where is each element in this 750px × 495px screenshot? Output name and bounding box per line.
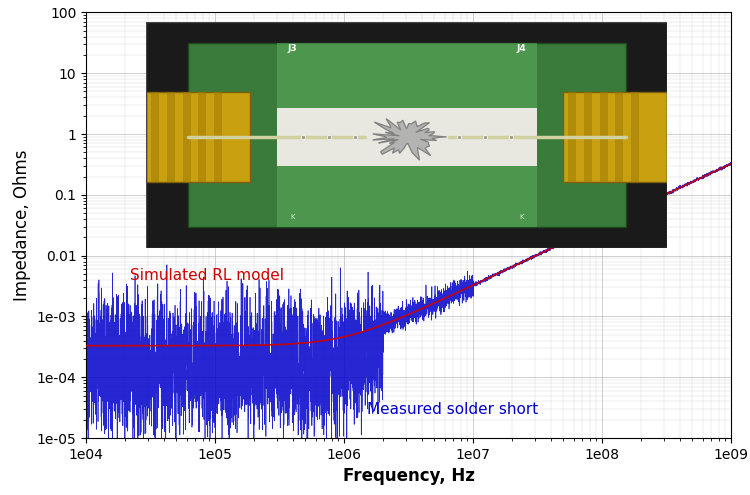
Bar bbox=[277, 108, 537, 166]
Bar bbox=[146, 92, 250, 182]
Text: J4: J4 bbox=[517, 44, 526, 53]
Text: J3: J3 bbox=[287, 44, 297, 53]
Bar bbox=[214, 92, 222, 182]
Bar bbox=[563, 92, 668, 182]
Bar bbox=[152, 92, 159, 182]
Bar bbox=[183, 92, 190, 182]
Bar bbox=[584, 92, 592, 182]
X-axis label: Frequency, Hz: Frequency, Hz bbox=[343, 467, 475, 486]
Y-axis label: Impedance, Ohms: Impedance, Ohms bbox=[13, 149, 32, 301]
Bar bbox=[198, 92, 206, 182]
Bar bbox=[615, 92, 623, 182]
Text: K: K bbox=[290, 214, 295, 220]
Bar bbox=[568, 92, 576, 182]
Bar bbox=[277, 43, 537, 227]
Text: Measured solder short: Measured solder short bbox=[367, 402, 538, 417]
Bar bbox=[631, 92, 639, 182]
Bar bbox=[600, 92, 608, 182]
Text: Simulated RL model: Simulated RL model bbox=[130, 268, 284, 283]
Bar bbox=[188, 43, 626, 227]
Polygon shape bbox=[373, 119, 446, 160]
Bar bbox=[167, 92, 175, 182]
Text: K: K bbox=[519, 214, 524, 220]
